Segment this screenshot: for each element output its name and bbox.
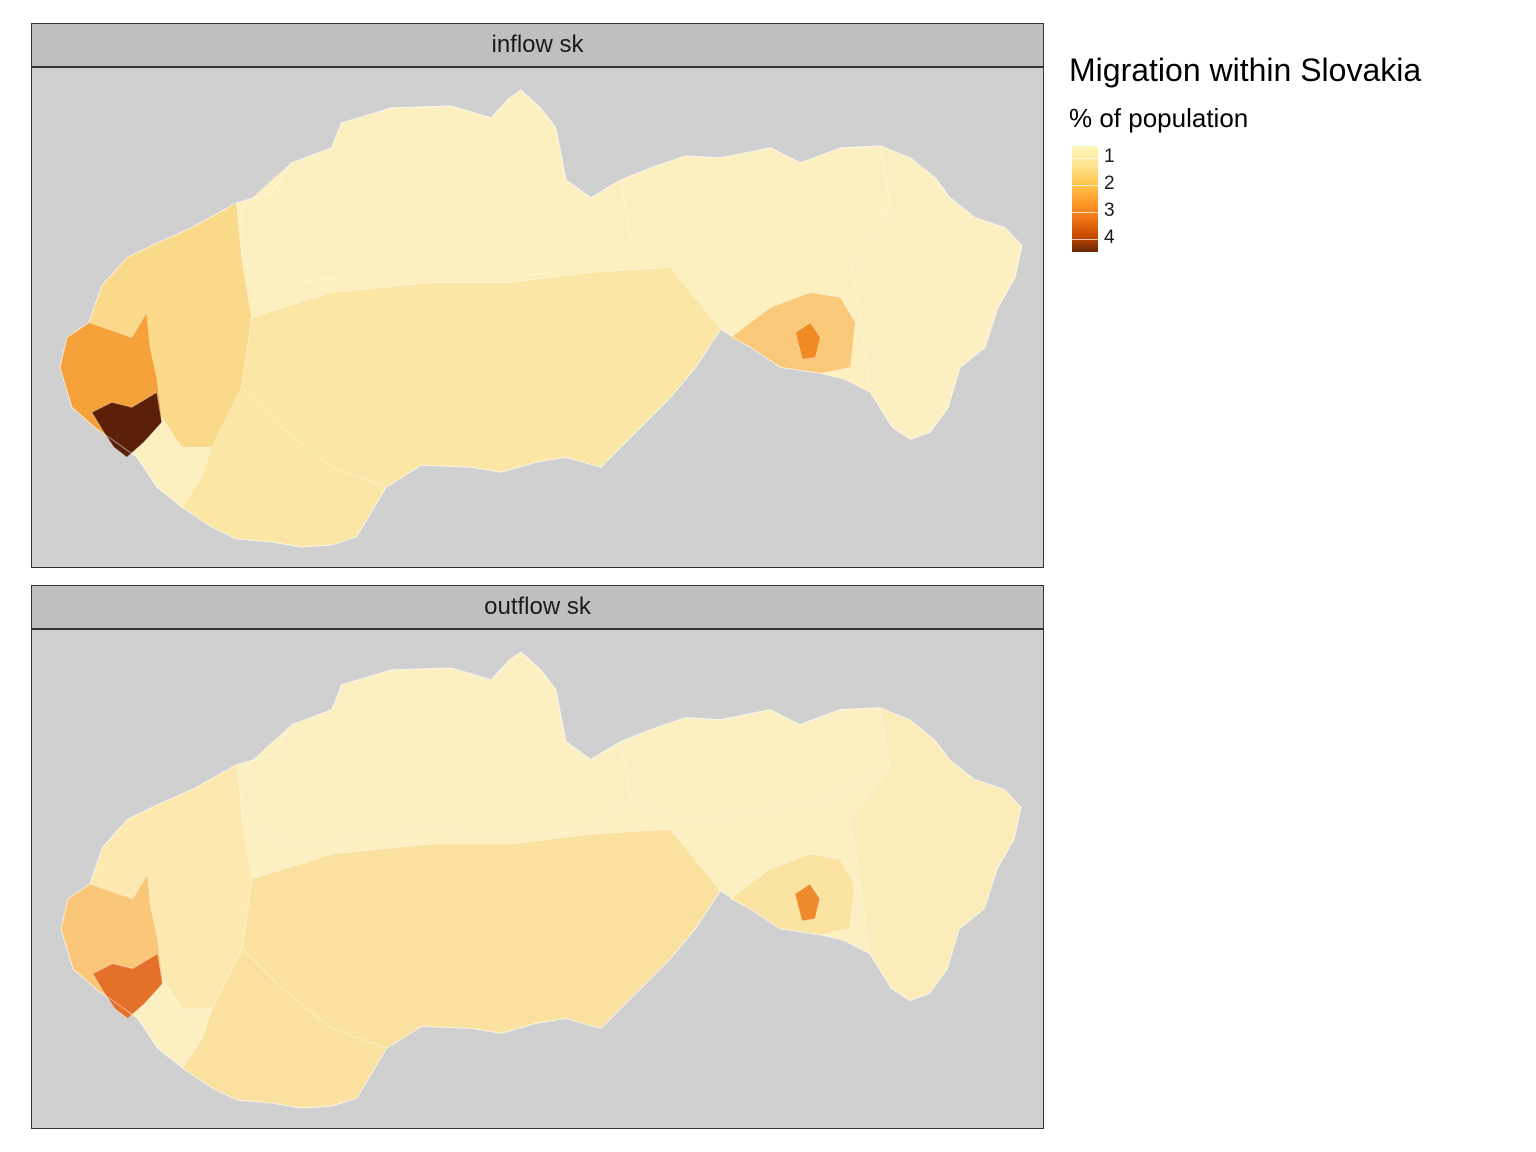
legend-colorbar-group: 1 2 3 4 [1069, 146, 1421, 256]
region-bratislava [92, 953, 163, 1019]
country-border [59, 89, 1023, 548]
region-north-central [241, 89, 632, 283]
region-kosice-core [795, 321, 821, 360]
legend-tick [1072, 212, 1098, 213]
legend-tick [1072, 185, 1098, 186]
slovakia-map-outflow [60, 651, 1022, 1109]
legend-tick [1072, 239, 1098, 240]
legend-subtitle: % of population [1069, 103, 1249, 133]
slovakia-map-inflow [59, 89, 1023, 548]
legend-label-1: 1 [1104, 146, 1115, 167]
legend: Migration within Slovakia % of populatio… [1069, 52, 1421, 256]
legend-label-4: 4 [1104, 227, 1115, 248]
legend-label-3: 3 [1104, 200, 1115, 221]
region-bratislava [91, 391, 163, 458]
panel-strip-outflow: outflow sk [32, 586, 1043, 630]
map-outflow [32, 630, 1043, 1128]
legend-tick [1072, 158, 1098, 159]
panel-outflow: outflow sk [31, 585, 1044, 1129]
region-north-central [241, 651, 632, 845]
legend-title: Migration within Slovakia [1069, 52, 1422, 88]
panel-strip-inflow: inflow sk [32, 24, 1043, 68]
panel-inflow: inflow sk [31, 23, 1044, 568]
legend-label-2: 2 [1104, 173, 1115, 194]
region-kosice-core [794, 883, 821, 922]
legend-colorbar [1072, 146, 1098, 252]
country-border [60, 651, 1022, 1109]
map-inflow [32, 68, 1043, 567]
